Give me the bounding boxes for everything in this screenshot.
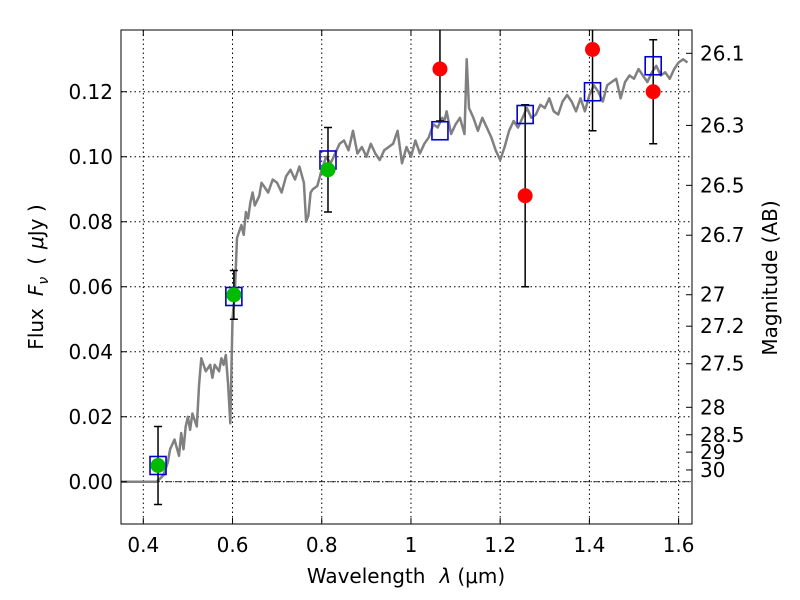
y-tick-label: 0.12 [68, 80, 113, 104]
y-tick-label: 0.08 [68, 210, 113, 234]
spectrum-line [121, 58, 689, 484]
y2-tick-label: 26.1 [700, 41, 745, 65]
y-axis-unit-mu: μ [24, 236, 48, 250]
detection-point [517, 188, 533, 204]
y2-tick-label: 30 [700, 458, 725, 482]
tick-label-layer: 0.4 0.6 0.8 1 1.2 1.4 1.6 0.00 0.02 0.04 0.06 0.08 0… [68, 41, 744, 557]
x-axis-title: Wavelength λ (μm) [307, 564, 505, 588]
detection-point [226, 287, 242, 303]
y2-tick-label: 28.5 [700, 423, 745, 447]
detection-circle-layer [150, 42, 661, 473]
x-axis-unit: (μm) [457, 564, 505, 588]
y2-tick-label: 28 [700, 395, 725, 419]
detection-point [150, 458, 166, 473]
y-tick-label: 0.10 [68, 145, 113, 169]
model-square-marker [149, 455, 167, 476]
spectrum-layer [121, 58, 689, 484]
x-tick-label: 1.2 [484, 533, 516, 557]
y2-tick-label: 26.5 [700, 173, 745, 197]
detection-point [320, 162, 336, 178]
detection-point [585, 42, 601, 57]
model-square-layer [149, 55, 662, 476]
y2-tick-label: 27 [700, 283, 725, 307]
y2-tick-label: 29 [700, 440, 725, 464]
detection-point [645, 84, 661, 100]
y-tick-label: 0.00 [68, 470, 113, 494]
y-axis-unit-rest: Jy ) [24, 204, 48, 238]
plot-frame [120, 29, 693, 525]
y2-tick-label: 26.3 [700, 113, 745, 137]
y-tick-label: 0.06 [68, 275, 113, 299]
y-tick-label: 0.04 [68, 340, 113, 364]
model-square-marker [431, 120, 449, 141]
y-axis-title-text: Flux [24, 308, 48, 350]
tick-layer [121, 30, 692, 524]
model-square-marker [583, 81, 602, 102]
x-tick-label: 1.4 [573, 533, 605, 557]
x-tick-label: 0.4 [127, 533, 159, 557]
y2-tick-label: 27.2 [700, 314, 745, 338]
grid-layer [121, 30, 692, 524]
x-tick-label: 0.6 [217, 533, 249, 557]
x-tick-label: 1.6 [663, 533, 695, 557]
y2-axis-title: Magnitude (AB) [758, 200, 782, 355]
x-axis-title-text: Wavelength [307, 564, 426, 588]
model-square-marker [516, 104, 534, 125]
y-tick-label: 0.02 [68, 405, 113, 429]
y-axis-flux-symbol: F [24, 284, 48, 296]
y2-tick-label: 26.7 [700, 223, 745, 247]
x-tick-label: 1 [405, 533, 418, 557]
model-square-marker [644, 55, 662, 76]
y-axis-title: Flux Fν ( μJy ) [24, 204, 52, 349]
detection-point [432, 61, 448, 77]
y-axis-flux-subscript: ν [36, 277, 52, 285]
x-tick-label: 0.8 [306, 533, 338, 557]
y2-tick-label: 27.5 [700, 352, 745, 376]
y-axis-unit-open: ( [24, 257, 48, 265]
x-axis-lambda-symbol: λ [439, 564, 452, 588]
